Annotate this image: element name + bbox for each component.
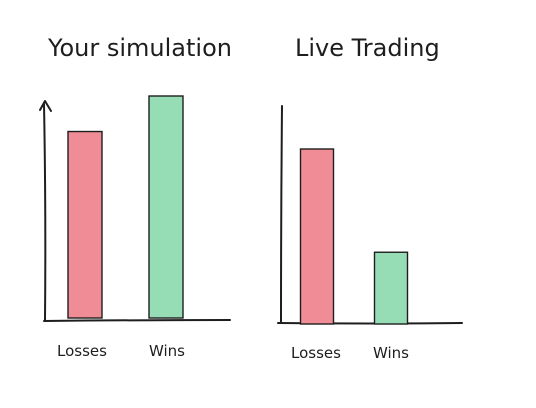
bar-wins [148, 95, 184, 319]
y-axis-live-trading [280, 105, 283, 324]
tick-label-losses: Losses [57, 342, 107, 360]
y-axis-arrow-icon [39, 100, 52, 112]
y-axis-simulation [43, 103, 47, 322]
chart-title-live-trading: Live Trading [295, 34, 440, 62]
tick-label-wins: Wins [373, 344, 409, 362]
x-axis-simulation [43, 319, 231, 322]
bar-losses [299, 148, 335, 325]
chart-simulation: Your simulation Losses Wins [39, 34, 232, 360]
bars-simulation [67, 95, 184, 319]
bar-losses [67, 130, 103, 319]
chart-title-simulation: Your simulation [47, 34, 232, 62]
chart-live-trading: Live Trading Losses Wins [277, 34, 463, 362]
bars-live-trading [299, 148, 409, 325]
tick-label-wins: Wins [149, 342, 185, 360]
bar-wins [373, 251, 409, 325]
tick-label-losses: Losses [291, 344, 341, 362]
